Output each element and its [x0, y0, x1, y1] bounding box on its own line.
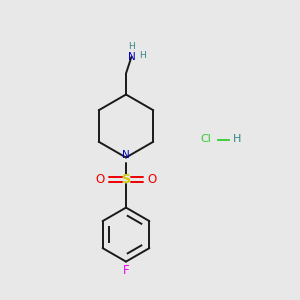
- Text: Cl: Cl: [200, 134, 211, 145]
- Text: O: O: [96, 172, 105, 186]
- Text: N: N: [122, 150, 130, 160]
- Text: N: N: [128, 52, 135, 62]
- Text: H: H: [128, 42, 135, 51]
- Text: H: H: [140, 51, 146, 60]
- Text: F: F: [123, 263, 129, 277]
- Text: H: H: [233, 134, 241, 145]
- Text: O: O: [147, 172, 156, 186]
- Text: S: S: [122, 172, 130, 186]
